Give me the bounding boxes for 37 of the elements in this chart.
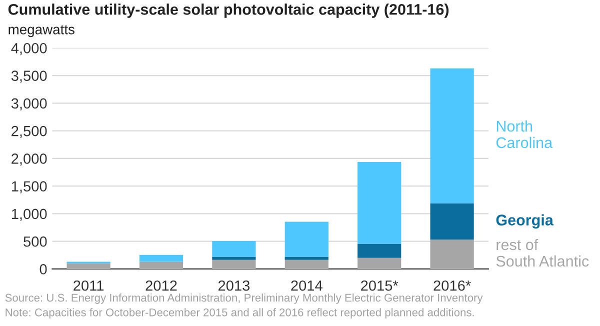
- source-note: Source: U.S. Energy Information Administration, Preliminary Monthly Electric Generator Inventory: [5, 294, 483, 304]
- y-tick-label: 3,000: [11, 98, 47, 110]
- bar: [66, 263, 110, 269]
- x-tick-label: 2011: [74, 280, 104, 291]
- series-label: Georgia: [496, 214, 554, 229]
- x-tick-label: 2016*: [434, 280, 471, 291]
- bar: [430, 203, 474, 240]
- bar: [358, 162, 402, 244]
- y-tick-label: 1,500: [12, 181, 47, 194]
- bar: [212, 241, 256, 257]
- y-tick-label: 4,000: [11, 43, 47, 56]
- bar: [358, 258, 402, 269]
- y-axis-title: megawatts: [8, 25, 74, 38]
- x-tick-label: 2014: [291, 280, 322, 291]
- y-tick-label: 0: [40, 264, 47, 274]
- chart-title: Cumulative utility-scale solar photovoltaic capacity (2011-16): [8, 4, 449, 18]
- bar: [284, 260, 328, 269]
- bar: [212, 260, 256, 269]
- bar: [430, 240, 474, 269]
- text: Note: Capacities for October-December 2015 and all of 2016 reflect reported planned additions.: [6, 308, 474, 319]
- series-label: rest of South Atlantic: [496, 238, 589, 267]
- bar: [284, 222, 328, 257]
- bar: [212, 256, 256, 260]
- bar: [430, 68, 474, 204]
- bar: [139, 254, 184, 262]
- y-tick-label: 2,000: [12, 154, 47, 166]
- series-label: North Carolina: [496, 120, 553, 148]
- y-tick-label: 3,500: [11, 70, 47, 83]
- y-tick-label: 2,500: [12, 126, 47, 138]
- x-tick-label: 2015*: [361, 280, 398, 291]
- x-tick-label: 2013: [218, 280, 250, 291]
- bar: [284, 256, 328, 260]
- bar: [358, 244, 402, 258]
- y-tick-label: 1,000: [12, 208, 47, 221]
- y-tick-label: 500: [24, 236, 47, 247]
- bar: [139, 262, 184, 269]
- x-tick-label: 2012: [146, 280, 177, 291]
